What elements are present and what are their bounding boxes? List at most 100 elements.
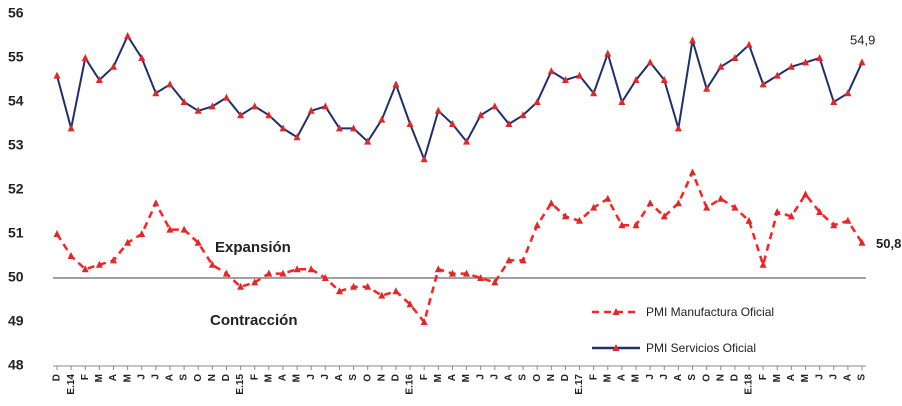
y-tick-label: 54 bbox=[8, 93, 24, 109]
point-marker bbox=[109, 256, 117, 264]
point-marker bbox=[378, 291, 386, 299]
point-marker bbox=[816, 208, 824, 215]
point-marker bbox=[350, 124, 358, 132]
point-marker bbox=[251, 278, 259, 286]
x-tick-label: O bbox=[193, 374, 204, 382]
y-tick-label: 48 bbox=[8, 357, 24, 373]
point-marker bbox=[858, 238, 866, 246]
x-tick-label: A bbox=[673, 374, 684, 381]
point-marker bbox=[533, 221, 541, 229]
x-tick-label: S bbox=[348, 374, 359, 381]
point-marker bbox=[674, 199, 682, 207]
x-tick-label: S bbox=[857, 374, 868, 381]
y-tick-label: 49 bbox=[8, 313, 24, 329]
x-tick-label: M bbox=[631, 374, 642, 382]
point-marker bbox=[561, 212, 569, 220]
y-tick-label: 52 bbox=[8, 181, 24, 197]
point-marker bbox=[477, 111, 485, 119]
point-marker bbox=[392, 80, 400, 88]
x-tick-label: J bbox=[136, 374, 147, 380]
point-marker bbox=[378, 115, 386, 123]
x-tick-label: F bbox=[419, 374, 430, 380]
point-marker bbox=[674, 124, 682, 132]
point-marker bbox=[745, 40, 753, 48]
point-marker bbox=[81, 265, 89, 273]
x-tick-label: J bbox=[306, 374, 317, 380]
x-tick-label: A bbox=[504, 374, 515, 381]
point-marker bbox=[406, 120, 414, 127]
legend-label: PMI Servicios Oficial bbox=[646, 341, 756, 355]
x-tick-label: E.18 bbox=[744, 374, 755, 395]
point-marker bbox=[547, 199, 555, 207]
point-marker bbox=[745, 216, 753, 224]
point-marker bbox=[53, 71, 61, 79]
y-tick-label: 51 bbox=[8, 225, 24, 241]
x-tick-label: N bbox=[376, 374, 387, 381]
point-marker bbox=[208, 102, 216, 110]
point-marker bbox=[237, 282, 245, 290]
y-tick-label: 55 bbox=[8, 49, 24, 65]
point-marker bbox=[858, 58, 866, 66]
point-marker bbox=[194, 238, 202, 246]
data-label: 54,9 bbox=[850, 32, 875, 47]
x-tick-label: M bbox=[263, 374, 274, 382]
point-marker bbox=[448, 269, 456, 277]
x-tick-label: D bbox=[221, 374, 232, 381]
point-marker bbox=[392, 287, 400, 295]
point-marker bbox=[844, 216, 852, 224]
point-marker bbox=[604, 49, 612, 57]
point-marker bbox=[293, 265, 301, 273]
point-marker bbox=[194, 106, 202, 114]
point-marker bbox=[519, 256, 527, 264]
point-marker bbox=[138, 54, 146, 61]
point-marker bbox=[81, 54, 89, 61]
point-marker bbox=[350, 282, 358, 290]
point-marker bbox=[576, 71, 584, 79]
x-tick-label: A bbox=[334, 374, 345, 381]
x-tick-label: M bbox=[122, 374, 133, 382]
x-tick-label: O bbox=[701, 374, 712, 382]
data-label: 50,8 bbox=[876, 236, 901, 251]
x-tick-label: N bbox=[546, 374, 557, 381]
point-marker bbox=[307, 106, 315, 114]
x-tick-label: M bbox=[602, 374, 613, 382]
point-marker bbox=[166, 80, 174, 88]
x-tick-label: F bbox=[758, 374, 769, 380]
point-marker bbox=[519, 111, 527, 119]
point-marker bbox=[844, 89, 852, 97]
point-marker bbox=[703, 84, 711, 92]
x-tick-label: M bbox=[772, 374, 783, 382]
x-tick-label: M bbox=[433, 374, 444, 382]
point-marker bbox=[576, 216, 584, 224]
x-tick-label: A bbox=[165, 374, 176, 381]
point-marker bbox=[53, 230, 61, 237]
annotation: Expansión bbox=[215, 239, 291, 256]
x-tick-label: M bbox=[800, 374, 811, 382]
point-marker bbox=[364, 137, 372, 145]
series-line bbox=[56, 33, 863, 163]
x-tick-label: S bbox=[687, 374, 698, 381]
point-marker bbox=[293, 133, 301, 141]
point-marker bbox=[109, 62, 117, 70]
point-marker bbox=[251, 102, 259, 110]
point-marker bbox=[491, 102, 499, 110]
x-tick-label: N bbox=[715, 374, 726, 381]
point-marker bbox=[717, 62, 725, 70]
x-tick-label: S bbox=[179, 374, 190, 381]
point-marker bbox=[618, 221, 626, 229]
point-marker bbox=[816, 54, 824, 61]
point-marker bbox=[321, 102, 329, 110]
point-marker bbox=[364, 282, 372, 290]
point-marker bbox=[448, 120, 456, 127]
point-marker bbox=[773, 71, 781, 79]
point-marker bbox=[321, 274, 329, 281]
x-tick-label: A bbox=[786, 374, 797, 381]
point-marker bbox=[279, 269, 287, 277]
point-marker bbox=[222, 93, 230, 101]
point-marker bbox=[505, 120, 513, 127]
point-marker bbox=[335, 287, 343, 295]
x-tick-label: E.16 bbox=[405, 374, 416, 395]
point-marker bbox=[802, 58, 810, 66]
x-tick-label: A bbox=[278, 374, 289, 381]
x-tick-label: J bbox=[475, 374, 486, 380]
